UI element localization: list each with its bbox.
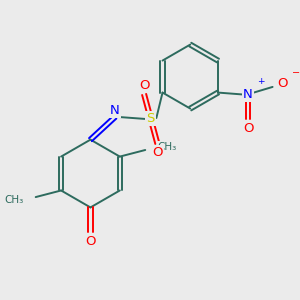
Text: CH₃: CH₃ <box>4 195 23 205</box>
Text: N: N <box>243 88 253 101</box>
Text: O: O <box>152 146 163 159</box>
Text: O: O <box>278 77 288 90</box>
Text: O: O <box>85 235 96 248</box>
Text: O: O <box>139 79 149 92</box>
Text: CH₃: CH₃ <box>158 142 177 152</box>
Text: S: S <box>146 112 155 125</box>
Text: −: − <box>292 68 300 78</box>
Text: N: N <box>110 104 120 117</box>
Text: +: + <box>257 77 265 86</box>
Text: O: O <box>243 122 253 135</box>
